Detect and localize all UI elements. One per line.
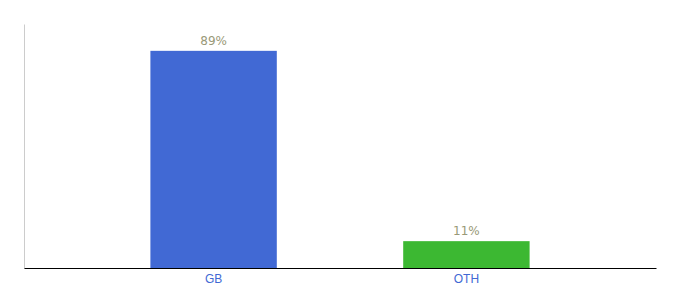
chart: GB OTH 89% 11% <box>0 0 680 300</box>
x-tick-label: OTH <box>454 272 479 286</box>
bar <box>403 241 529 268</box>
x-axis: GB OTH <box>25 269 657 286</box>
x-tick: GB <box>205 272 222 286</box>
x-tick: OTH <box>454 272 479 286</box>
bar <box>150 51 276 268</box>
bars <box>150 51 529 268</box>
y-axis <box>24 25 25 269</box>
x-tick-label: GB <box>205 272 222 286</box>
plot: GB OTH 89% 11% <box>25 25 657 286</box>
x-axis-line <box>25 268 657 269</box>
data-label: 11% <box>453 224 480 238</box>
data-label: 89% <box>200 34 227 48</box>
data-labels: 89% 11% <box>200 34 479 238</box>
y-axis-line <box>24 25 25 269</box>
